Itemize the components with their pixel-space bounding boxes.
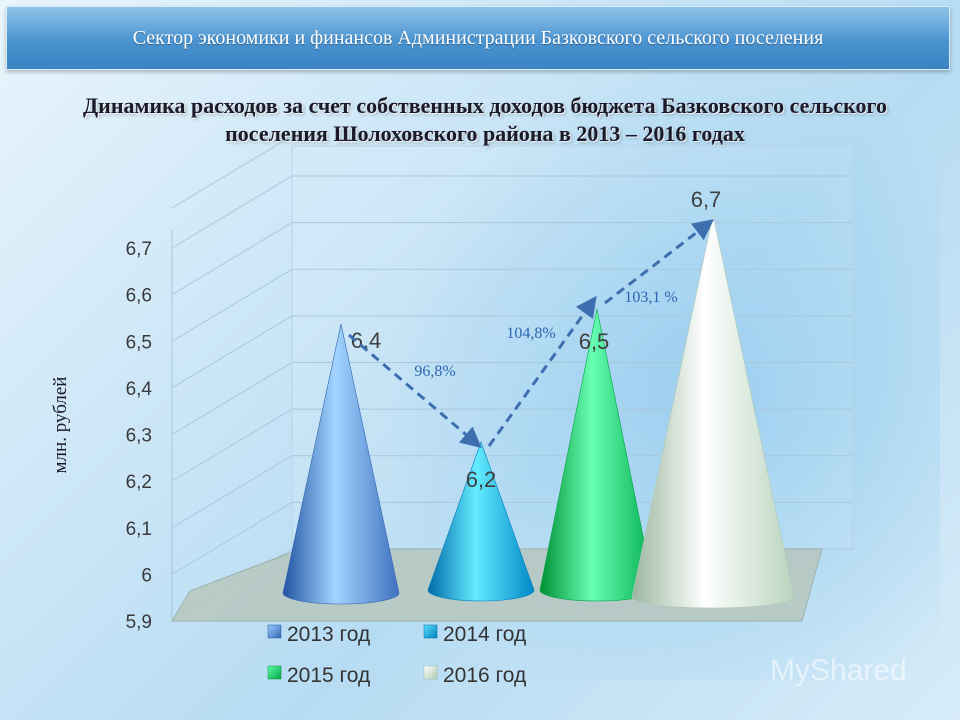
gridlines bbox=[171, 135, 852, 622]
y-tick-label: 6,7 bbox=[126, 239, 152, 260]
gridline bbox=[171, 362, 852, 435]
cone-2013-год bbox=[282, 323, 400, 605]
y-tick-label: 6,3 bbox=[126, 426, 152, 447]
growth-label: 103,1 % bbox=[624, 289, 677, 306]
legend: 2013 год 2014 год 2015 год 2016 год bbox=[267, 623, 526, 687]
organization-title: Сектор экономики и финансов Администраци… bbox=[132, 26, 824, 49]
gridline bbox=[171, 408, 852, 482]
y-tick-label: 6 bbox=[141, 565, 152, 586]
watermark: MyShared bbox=[770, 654, 907, 687]
legend-label: 2014 год bbox=[443, 623, 526, 646]
y-tick-label: 5,9 bbox=[126, 612, 152, 633]
chart-title: Динамика расходов за счет собственных до… bbox=[83, 93, 887, 146]
gridline bbox=[171, 222, 852, 296]
legend-label: 2013 год bbox=[287, 623, 370, 646]
legend-label: 2015 год bbox=[287, 664, 370, 687]
y-tick-label: 6,1 bbox=[126, 519, 152, 540]
gridline bbox=[171, 315, 852, 389]
data-label: 6,7 bbox=[691, 187, 722, 212]
cones bbox=[282, 214, 795, 609]
growth-arrow bbox=[348, 333, 482, 449]
cone-2016-год bbox=[631, 214, 795, 609]
depth-line bbox=[171, 135, 293, 209]
growth-arrow bbox=[604, 219, 714, 305]
legend-swatch bbox=[423, 624, 438, 639]
legend-swatch bbox=[423, 665, 438, 680]
y-axis-ticks: 5,9 6 6,1 6,2 6,3 6,4 6,5 6,6 6,7 bbox=[126, 239, 153, 633]
data-label: 6,5 bbox=[579, 329, 610, 354]
growth-labels: 96,8% 104,8% 103,1 % bbox=[414, 289, 677, 380]
data-label: 6,2 bbox=[466, 467, 497, 492]
y-tick-label: 6,6 bbox=[126, 286, 152, 307]
gridline bbox=[171, 268, 852, 342]
y-axis-label: млн. рублей bbox=[50, 377, 71, 474]
y-tick-label: 6,5 bbox=[126, 332, 152, 353]
legend-swatch bbox=[267, 665, 282, 680]
growth-label: 96,8% bbox=[414, 363, 455, 380]
legend-label: 2016 год bbox=[443, 664, 526, 687]
growth-label: 104,8% bbox=[506, 325, 555, 342]
header-banner: Сектор экономики и финансов Администраци… bbox=[6, 6, 950, 70]
y-tick-label: 6,2 bbox=[126, 472, 152, 493]
cone-2014-год bbox=[427, 441, 535, 602]
gridline bbox=[171, 175, 852, 249]
growth-arrows bbox=[348, 219, 714, 449]
legend-swatch bbox=[267, 624, 282, 639]
y-tick-label: 6,4 bbox=[126, 379, 153, 400]
